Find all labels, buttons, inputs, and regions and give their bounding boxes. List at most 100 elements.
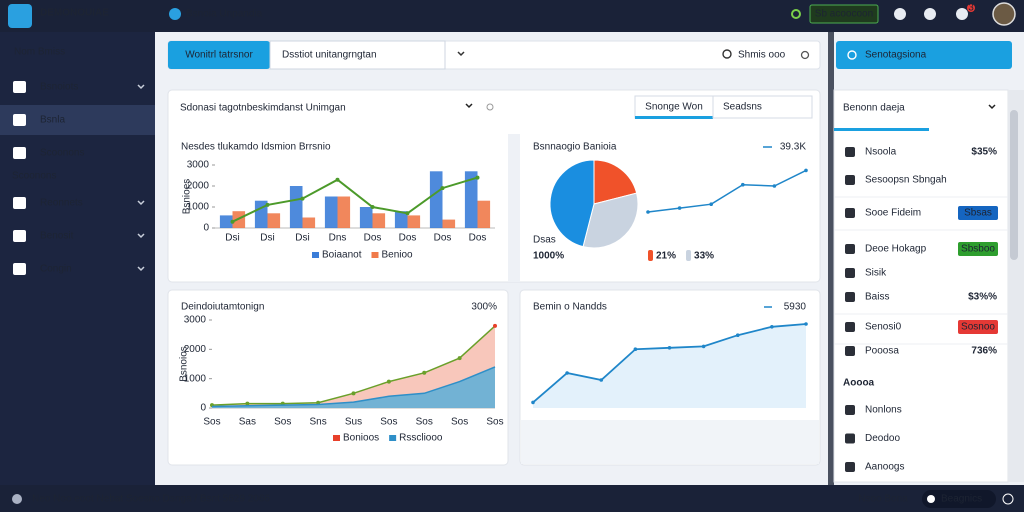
header-icon[interactable]: [894, 8, 906, 20]
area-point: [457, 356, 462, 361]
y-tick-label: 1000: [187, 202, 210, 213]
kpi-value: 5930: [784, 302, 807, 313]
side-item-label[interactable]: Deodoo: [865, 433, 900, 444]
trend-point: [300, 196, 305, 201]
pie-slice: [582, 192, 639, 249]
chart-card-divider: [508, 134, 520, 282]
sidebar-item[interactable]: Bsnla: [40, 115, 65, 126]
side-item-label[interactable]: Aanoogs: [865, 462, 904, 473]
bar: [442, 219, 456, 228]
side-item-value: 736%: [971, 346, 997, 357]
pie-value-label: 33%: [694, 251, 714, 262]
bar: [477, 200, 491, 228]
trend-point: [230, 219, 235, 224]
side-item-label[interactable]: Sooe Fideim: [865, 208, 921, 219]
x-tick-label: Sns: [310, 417, 327, 428]
side-button-label[interactable]: Senotagsiona: [865, 50, 927, 61]
footer-button[interactable]: [922, 490, 996, 508]
sparkline: [647, 169, 807, 213]
side-card: [833, 89, 1009, 483]
side-item-label[interactable]: Baiss: [865, 292, 889, 303]
sidebar-heading: Scoonons: [12, 171, 56, 182]
side-item-label[interactable]: Sisik: [865, 268, 887, 279]
side-item-label[interactable]: Deoe Hokagp: [865, 244, 927, 255]
trend-point: [335, 177, 340, 182]
chart-title: Nesdes tlukamdo Idsmion Brrsnio: [181, 142, 331, 153]
info-icon: [486, 103, 494, 111]
x-tick-label: Dsi: [225, 233, 239, 244]
side-title-underline: [834, 128, 929, 131]
line-point: [701, 344, 706, 349]
action-label[interactable]: Sb acoocoon: [815, 9, 873, 20]
sidebar: [0, 32, 155, 485]
trend-point: [265, 202, 270, 207]
legend-swatch: [312, 252, 319, 258]
chevron-icon: [465, 103, 473, 109]
header-icon[interactable]: [924, 8, 936, 20]
legend-swatch: [371, 252, 379, 258]
sidebar-item[interactable]: Reonnets: [40, 198, 83, 209]
toolbar-input[interactable]: [269, 40, 446, 70]
x-tick-label: Dsi: [295, 233, 309, 244]
action-button[interactable]: [809, 4, 879, 24]
header-icon[interactable]: [956, 8, 968, 20]
side-badge-label: Sbsas: [964, 208, 992, 219]
line-area: [533, 324, 806, 408]
side-item-icon: [845, 147, 855, 157]
toolbar-button-label[interactable]: Wonitrl tatrsnor: [185, 50, 253, 61]
x-tick-label: Dos: [364, 233, 382, 244]
side-search-icon: [847, 50, 857, 60]
area-line: [211, 366, 496, 408]
app-title: Bsnoia Unpandia: [186, 9, 263, 20]
y-tick-label: 3000: [184, 315, 207, 326]
spark-point: [709, 202, 713, 206]
sidebar-item[interactable]: Bsnoiots: [40, 82, 78, 93]
logo-icon: [8, 4, 32, 28]
side-item-label[interactable]: Pooosa: [865, 346, 899, 357]
side-button[interactable]: [836, 41, 1012, 69]
legend-swatch: [333, 435, 340, 441]
overview-select[interactable]: [712, 95, 813, 119]
footer-right: Nsoo Bona: [858, 494, 908, 505]
area-point: [493, 323, 497, 328]
overview-tab-label[interactable]: Snonge Won: [645, 102, 703, 113]
x-tick-label: Sos: [451, 417, 468, 428]
x-tick-label: Dos: [399, 233, 417, 244]
x-tick-label: Dos: [469, 233, 487, 244]
side-item-icon: [845, 268, 855, 278]
footer-icon: [12, 494, 22, 504]
status-icon: [791, 9, 801, 19]
bar: [429, 171, 443, 228]
chart-title: Bsnnaogio Banioia: [533, 142, 617, 153]
bar: [254, 200, 268, 228]
side-item-label[interactable]: Nonlons: [865, 405, 902, 416]
area-card: [167, 289, 509, 466]
bar: [407, 215, 421, 228]
line-point: [770, 325, 774, 329]
side-item-label[interactable]: Senosi0: [865, 322, 902, 333]
bar: [267, 213, 281, 228]
sidebar-item[interactable]: Benosit: [40, 231, 74, 242]
side-section: Aoooa: [843, 378, 875, 389]
sidebar-icon: [13, 197, 26, 209]
avatar[interactable]: [992, 2, 1016, 26]
sidebar-item[interactable]: Scoonons: [40, 148, 84, 159]
bar: [464, 171, 478, 228]
side-item-label[interactable]: Nsoola: [865, 147, 897, 158]
overview-select-label: Seadsns: [723, 102, 762, 113]
toolbar-search[interactable]: Shmis ooo: [738, 50, 786, 61]
x-tick-label: Dos: [434, 233, 452, 244]
toolbar-button[interactable]: [168, 41, 270, 69]
pie-slice: [549, 159, 595, 248]
side-item-label[interactable]: Sesoopsn Sbngah: [865, 175, 947, 186]
line-point: [633, 347, 638, 352]
refresh-icon[interactable]: [800, 50, 810, 60]
trend-point: [405, 211, 410, 216]
chevron-icon: [137, 84, 145, 90]
footer-toggle[interactable]: [1002, 493, 1014, 505]
side-item-icon: [845, 322, 855, 332]
sidebar-item[interactable]: Congin: [40, 264, 72, 275]
footer-button-label[interactable]: Beagnics: [941, 494, 982, 505]
legend-label: Rsscliooo: [399, 433, 443, 444]
